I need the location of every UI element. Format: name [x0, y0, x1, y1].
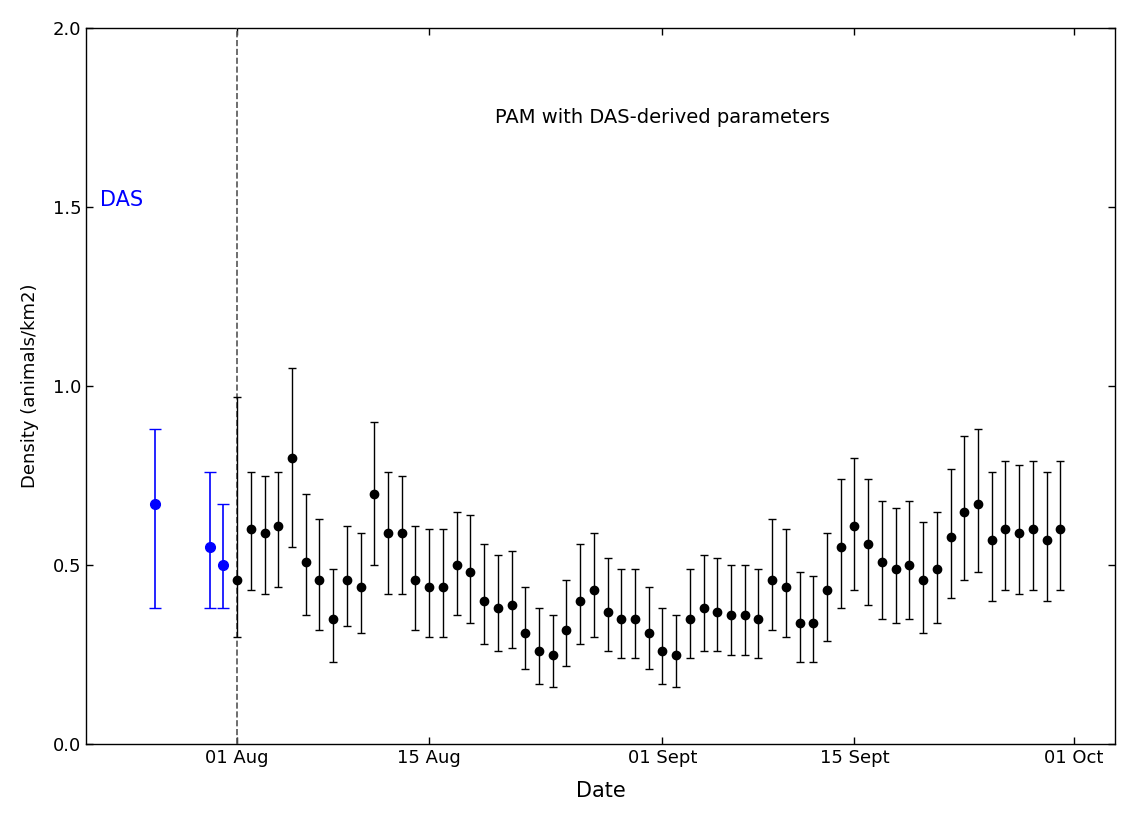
Text: PAM with DAS-derived parameters: PAM with DAS-derived parameters: [495, 108, 830, 127]
Y-axis label: Density (animals/km2): Density (animals/km2): [20, 284, 39, 488]
X-axis label: Date: Date: [576, 781, 626, 801]
Text: DAS: DAS: [100, 190, 143, 210]
